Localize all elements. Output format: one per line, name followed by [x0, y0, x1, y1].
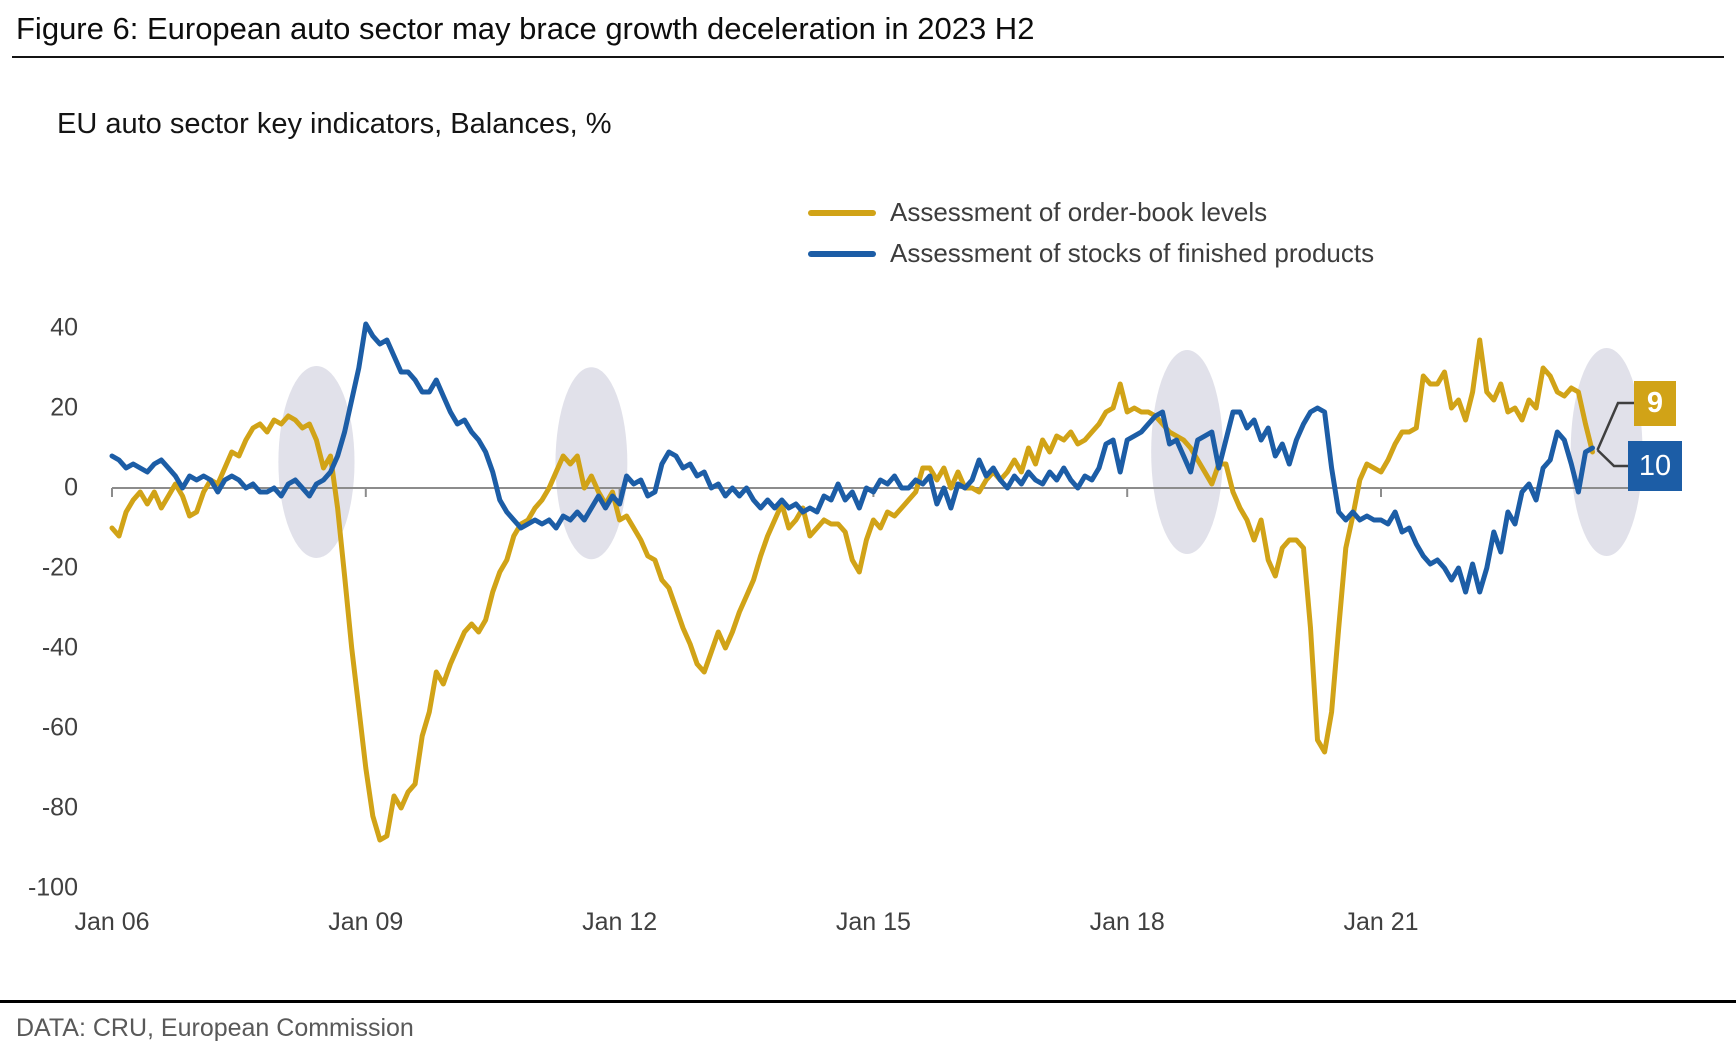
y-tick-label: 0 — [64, 473, 78, 502]
chart-legend: Assessment of order-book levels Assessmen… — [808, 192, 1374, 274]
y-tick-label: 40 — [50, 313, 78, 342]
highlight-ellipse — [1570, 348, 1643, 556]
y-axis-labels: 40 20 0 -20 -40 -60 -80 -100 — [0, 0, 78, 1052]
connector-to-stocks-label — [1596, 449, 1628, 468]
legend-label: Assessment of stocks of finished product… — [890, 238, 1375, 268]
title-divider — [12, 56, 1724, 58]
footer-divider — [0, 1000, 1736, 1003]
highlight-ellipse — [1151, 350, 1224, 554]
chart-subtitle: EU auto sector key indicators, Balances,… — [57, 108, 612, 140]
highlight-ellipse — [278, 366, 355, 558]
y-tick-label: -20 — [41, 553, 78, 582]
series-line-order-book — [109, 337, 1595, 843]
end-value-label: 9 — [1634, 381, 1676, 426]
highlight-ellipse — [555, 367, 628, 560]
legend-swatch — [808, 250, 876, 257]
end-value-label: 10 — [1628, 441, 1682, 491]
connector-to-order-book-label — [1596, 401, 1634, 451]
x-tick-label: Jan 06 — [74, 908, 150, 936]
legend-label: Assessment of order-book levels — [890, 197, 1268, 227]
x-tick-label: Jan 21 — [1343, 908, 1419, 936]
legend-swatch — [808, 209, 876, 216]
x-tick-label: Jan 15 — [835, 908, 911, 936]
x-tick-label: Jan 12 — [582, 908, 658, 936]
x-tick-label: Jan 18 — [1089, 908, 1165, 936]
y-tick-label: -80 — [41, 793, 78, 822]
y-tick-label: -40 — [41, 633, 78, 662]
y-tick-label: -60 — [41, 713, 78, 742]
legend-item: Assessment of stocks of finished product… — [808, 233, 1374, 274]
series-line-stocks — [109, 321, 1595, 595]
y-tick-label: 20 — [50, 393, 78, 422]
legend-item: Assessment of order-book levels — [808, 192, 1374, 233]
x-tick-label: Jan 09 — [328, 908, 404, 936]
figure-title: Figure 6: European auto sector may brace… — [16, 11, 1035, 46]
y-tick-label: -100 — [27, 873, 78, 902]
data-source: DATA: CRU, European Commission — [16, 1014, 414, 1042]
